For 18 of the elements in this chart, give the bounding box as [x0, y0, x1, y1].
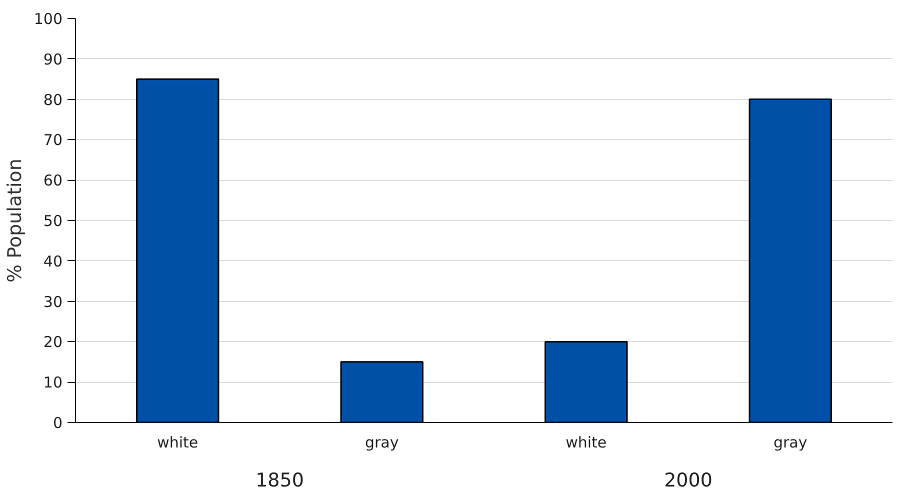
y-tick-label: 50: [43, 212, 63, 230]
y-tick-label: 10: [43, 374, 63, 392]
y-tick-label: 70: [43, 131, 63, 150]
x-tick-label: gray: [773, 434, 808, 452]
y-tick-label: 80: [43, 90, 63, 109]
x-tick-label: white: [566, 434, 607, 452]
text: 1850: [256, 470, 304, 489]
y-tick-label: 20: [43, 333, 63, 352]
x-tick-label: gray: [364, 434, 399, 452]
x-tick-label: white: [157, 434, 198, 452]
y-axis-title: % Population: [4, 158, 26, 282]
y-tick-label: 30: [43, 292, 63, 311]
y-tick-label: 40: [43, 252, 63, 270]
y-tick-label: 90: [43, 50, 63, 68]
text: 2000: [664, 470, 712, 489]
y-tick-label: 0: [52, 414, 63, 432]
y-tick-label: 60: [43, 172, 63, 190]
y-tick-label: 100: [34, 10, 63, 28]
